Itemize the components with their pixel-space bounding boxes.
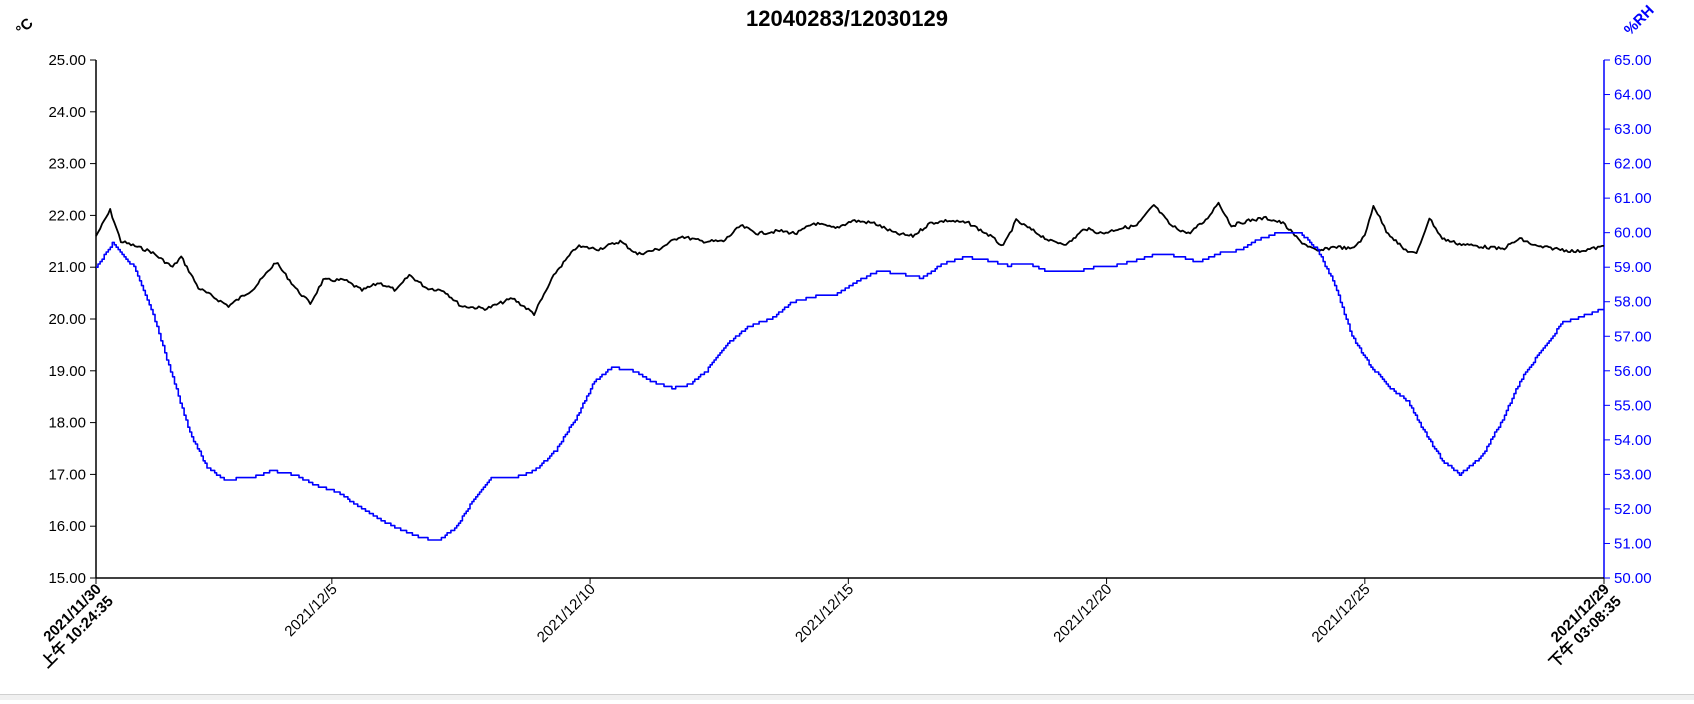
- right-tick-label: 54.00: [1614, 432, 1652, 449]
- left-tick-label: 20.00: [48, 311, 86, 328]
- right-axis-unit: %RH: [1621, 2, 1658, 39]
- x-tick-label: 2021/12/20: [1050, 581, 1115, 646]
- left-tick-label: 15.00: [48, 570, 86, 587]
- temperature-series-line: [95, 201, 1604, 316]
- left-tick-label: 19.00: [48, 363, 86, 380]
- left-tick-label: 22.00: [48, 207, 86, 224]
- x-tick-label-group: 2021/12/25: [1309, 581, 1374, 646]
- left-axis-unit: °C: [13, 15, 37, 39]
- x-tick-label-group: 2021/12/15: [792, 581, 857, 646]
- right-tick-label: 56.00: [1614, 363, 1652, 380]
- right-tick-label: 51.00: [1614, 535, 1652, 552]
- x-tick-label: 2021/12/15: [792, 581, 857, 646]
- x-tick-label-group: 2021/12/20: [1050, 581, 1115, 646]
- x-tick-label: 2021/12/5: [281, 581, 340, 640]
- right-tick-label: 64.00: [1614, 87, 1652, 104]
- right-tick-label: 60.00: [1614, 225, 1652, 242]
- x-tick-label: 2021/12/10: [534, 581, 599, 646]
- x-tick-label-group: 2021/12/10: [534, 581, 599, 646]
- right-tick-label: 57.00: [1614, 328, 1652, 345]
- right-tick-label: 63.00: [1614, 121, 1652, 138]
- right-tick-label: 61.00: [1614, 190, 1652, 207]
- left-tick-label: 25.00: [48, 52, 86, 69]
- right-tick-label: 59.00: [1614, 259, 1652, 276]
- right-tick-label: 55.00: [1614, 397, 1652, 414]
- window-bottom-edge: [0, 694, 1694, 700]
- right-tick-label: 58.00: [1614, 294, 1652, 311]
- x-tick-label: 2021/12/25: [1309, 581, 1374, 646]
- right-tick-label: 62.00: [1614, 156, 1652, 173]
- left-tick-label: 21.00: [48, 259, 86, 276]
- x-tick-label-group: 2021/12/5: [281, 581, 340, 640]
- left-tick-label: 24.00: [48, 104, 86, 121]
- left-tick-label: 16.00: [48, 518, 86, 535]
- left-tick-label: 18.00: [48, 415, 86, 432]
- humidity-series-line: [96, 232, 1604, 541]
- right-tick-label: 65.00: [1614, 52, 1652, 69]
- right-tick-label: 50.00: [1614, 570, 1652, 587]
- chart-title: 12040283/12030129: [746, 6, 948, 31]
- right-tick-label: 52.00: [1614, 501, 1652, 518]
- left-tick-label: 17.00: [48, 466, 86, 483]
- left-tick-label: 23.00: [48, 156, 86, 173]
- right-tick-label: 53.00: [1614, 466, 1652, 483]
